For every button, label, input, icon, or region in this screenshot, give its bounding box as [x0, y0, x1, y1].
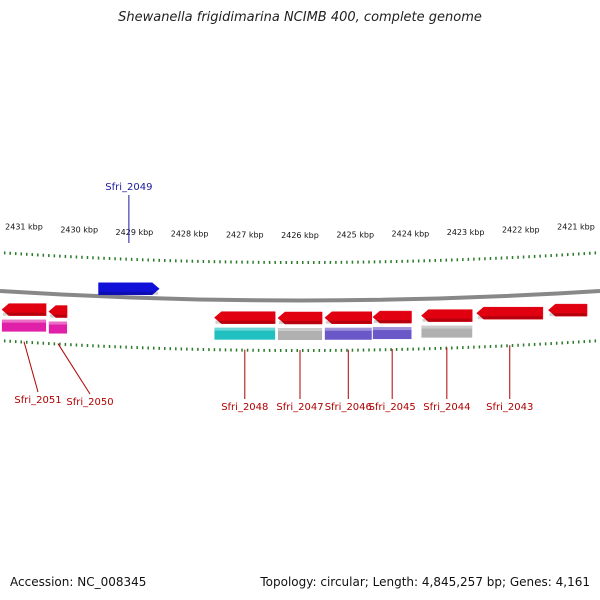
function-block — [48, 321, 68, 334]
gene-arrow[interactable] — [277, 311, 323, 325]
gene-label: Sfri_2043 — [486, 402, 533, 413]
gene-labels: Sfri_2051 Sfri_2050 Sfri_2049 Sfri_2048 Sfri… — [14, 182, 533, 413]
function-block — [421, 325, 473, 338]
gene-label: Sfri_2044 — [423, 402, 470, 413]
function-block — [214, 327, 276, 340]
gene-arrow[interactable] — [421, 309, 473, 322]
scale-tick-label: 2427 kbp — [226, 231, 264, 240]
function-block-highlight — [421, 325, 473, 329]
scale-tick-label: 2429 kbp — [116, 228, 154, 237]
function-block — [277, 328, 323, 340]
gene-leader-line — [23, 341, 39, 393]
gene-shadow — [477, 316, 542, 320]
gene-label: Sfri_2051 — [14, 395, 61, 406]
function-block — [372, 327, 412, 340]
gene-shadow — [549, 313, 587, 317]
gene-shadow — [49, 314, 67, 318]
scale-tick-label: 2426 kbp — [281, 231, 319, 240]
scale-tick-label: 2431 kbp — [5, 223, 43, 232]
gene-arrow[interactable] — [48, 305, 68, 318]
function-block-highlight — [277, 328, 323, 331]
gene-arrow[interactable] — [548, 303, 588, 317]
gene-label: Sfri_2050 — [66, 397, 113, 408]
function-track — [1, 319, 473, 340]
accession-text: Accession: NC_008345 — [10, 575, 147, 589]
gene-leader-line — [57, 343, 91, 395]
scale-labels: 2431 kbp 2430 kbp 2429 kbp 2428 kbp 2427 kbp… — [5, 223, 595, 240]
gene-track — [1, 282, 588, 325]
gene-arrow[interactable] — [1, 303, 47, 316]
genome-summary-text: Topology: circular; Length: 4,845,257 bp… — [260, 575, 590, 589]
gene-shadow — [373, 320, 411, 324]
gene-shadow — [278, 321, 322, 324]
gene-arrow[interactable] — [98, 282, 160, 296]
gene-label: Sfri_2047 — [276, 402, 323, 413]
scale-tick-label: 2430 kbp — [60, 226, 98, 235]
function-block-highlight — [324, 327, 372, 331]
function-block — [1, 319, 47, 332]
gene-shadow — [215, 320, 275, 324]
scale-tick-label: 2422 kbp — [502, 226, 540, 235]
gene-label: Sfri_2049 — [105, 182, 152, 193]
function-block-highlight — [1, 319, 47, 323]
function-block-highlight — [214, 327, 276, 331]
function-block — [324, 327, 372, 340]
gene-shadow — [99, 291, 159, 295]
gene-shadow — [325, 320, 371, 324]
function-block-highlight — [48, 321, 68, 325]
gene-shadow — [422, 318, 472, 322]
outer-tick-ring — [3, 251, 597, 264]
scale-tick-label: 2421 kbp — [557, 223, 595, 232]
gene-arrow[interactable] — [476, 306, 544, 320]
function-block-highlight — [372, 327, 412, 331]
gene-label: Sfri_2045 — [369, 402, 416, 413]
scale-tick-label: 2424 kbp — [392, 230, 430, 239]
gene-arrow[interactable] — [372, 310, 412, 324]
gene-label: Sfri_2046 — [325, 402, 372, 413]
gene-arrow[interactable] — [324, 311, 373, 324]
scale-tick-label: 2428 kbp — [171, 230, 209, 239]
genome-backbone — [0, 289, 600, 303]
gene-label: Sfri_2048 — [221, 402, 268, 413]
scale-tick-label: 2425 kbp — [336, 231, 374, 240]
scale-tick-label: 2423 kbp — [447, 228, 485, 237]
gene-shadow — [2, 312, 46, 316]
gene-arrow[interactable] — [214, 311, 276, 324]
inner-tick-ring — [3, 339, 597, 352]
map-title: Shewanella frigidimarina NCIMB 400, comp… — [118, 10, 482, 25]
